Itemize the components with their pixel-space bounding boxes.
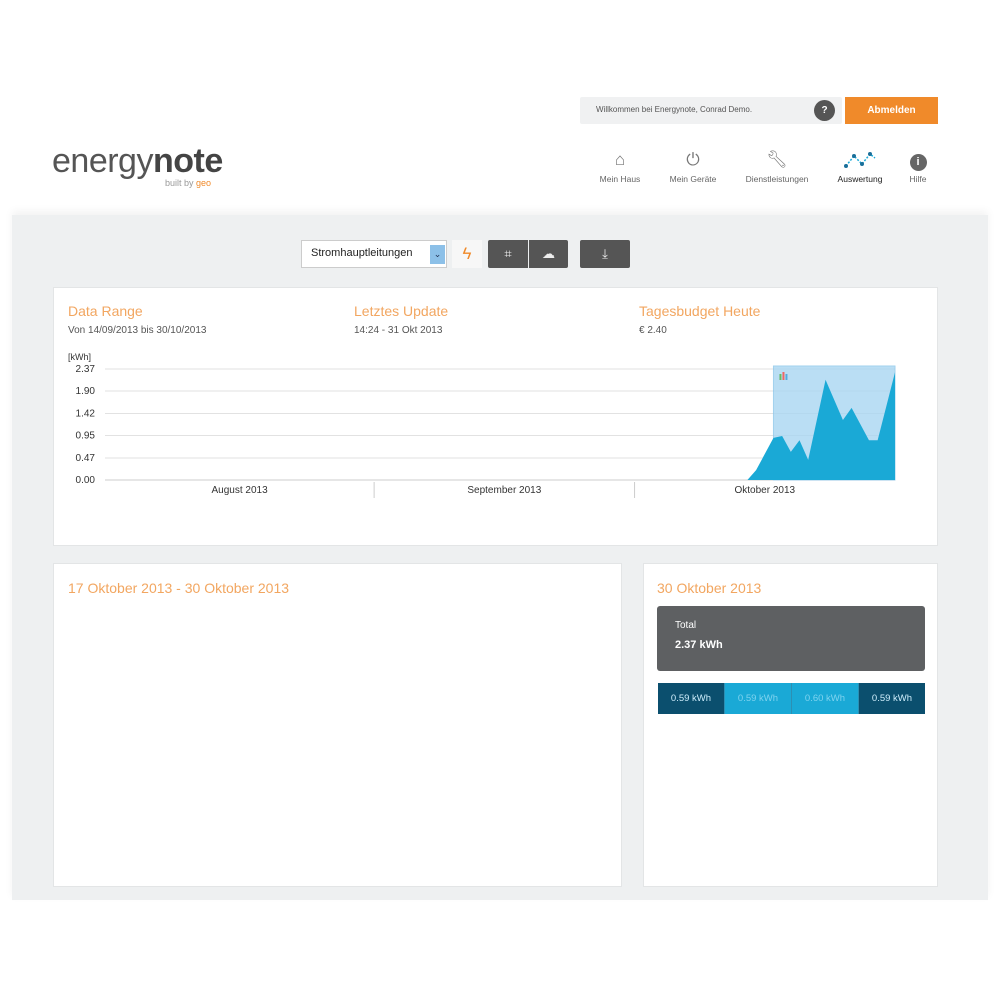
logo-text-bold: note xyxy=(152,142,223,180)
cloud-icon[interactable]: ☁ xyxy=(529,240,568,268)
data-range-title: Data Range xyxy=(68,303,143,319)
nav-label: Auswertung xyxy=(837,174,883,184)
welcome-message: Willkommen bei Energynote, Conrad Demo. xyxy=(580,97,842,124)
logo-subtitle: built by geo xyxy=(165,178,211,188)
nav-mein-geraete[interactable]: ⏻ Mein Geräte xyxy=(662,150,724,184)
nav-label: Hilfe xyxy=(909,174,927,184)
select-value: Stromhauptleitungen xyxy=(311,247,413,259)
logo-text: energy xyxy=(52,142,153,180)
quarter-segments: 0.59 kWh 0.59 kWh 0.60 kWh 0.59 kWh xyxy=(658,683,925,714)
bar-chart-title: 17 Oktober 2013 - 30 Oktober 2013 xyxy=(68,580,290,596)
data-range-value: Von 14/09/2013 bis 30/10/2013 xyxy=(68,325,207,336)
money-icon[interactable]: ⌗ xyxy=(488,240,528,268)
last-update-value: 14:24 - 31 Okt 2013 xyxy=(354,325,443,336)
daily-bar-panel xyxy=(53,563,622,887)
bolt-icon[interactable]: ϟ xyxy=(452,240,482,268)
chart-line-icon xyxy=(830,150,890,174)
total-label: Total xyxy=(675,620,697,631)
nav-label: Dienstleistungen xyxy=(745,174,809,184)
total-box: Total 2.37 kWh xyxy=(657,606,925,671)
nav-dienstleistungen[interactable]: 🔧︎ Dienstleistungen xyxy=(738,150,816,184)
segment-2[interactable]: 0.59 kWh xyxy=(725,683,792,714)
nav-label: Mein Haus xyxy=(599,174,641,184)
chevron-down-icon[interactable]: ⌄ xyxy=(430,245,445,264)
logo-brand: geo xyxy=(196,178,212,188)
download-icon[interactable]: ⤓ xyxy=(580,240,630,268)
power-icon: ⏻ xyxy=(686,150,700,169)
logo[interactable]: energynote xyxy=(52,142,223,181)
segment-4[interactable]: 0.59 kWh xyxy=(871,693,913,704)
nav-label: Mein Geräte xyxy=(669,174,717,184)
budget-title: Tagesbudget Heute xyxy=(639,303,761,319)
total-value: 2.37 kWh xyxy=(675,639,723,651)
segment-3[interactable]: 0.60 kWh xyxy=(792,683,859,714)
help-button[interactable]: ? xyxy=(814,100,835,121)
house-icon: ⌂ xyxy=(614,150,626,169)
day-chart-title: 30 Oktober 2013 xyxy=(657,580,762,596)
nav-mein-haus[interactable]: ⌂ Mein Haus xyxy=(592,150,648,184)
nav-hilfe[interactable]: i Hilfe xyxy=(900,150,936,184)
wrench-icon: 🔧︎ xyxy=(766,150,788,169)
segment-1[interactable]: 0.59 kWh xyxy=(658,683,725,714)
logo-sub-text: built by xyxy=(165,178,194,188)
circuit-select[interactable]: Stromhauptleitungen ⌄ xyxy=(301,240,447,268)
info-icon: i xyxy=(900,150,936,174)
logout-button[interactable]: Abmelden xyxy=(845,97,938,124)
nav-auswertung[interactable]: Auswertung xyxy=(830,150,890,184)
last-update-title: Letztes Update xyxy=(354,303,449,319)
budget-value: € 2.40 xyxy=(639,325,667,336)
